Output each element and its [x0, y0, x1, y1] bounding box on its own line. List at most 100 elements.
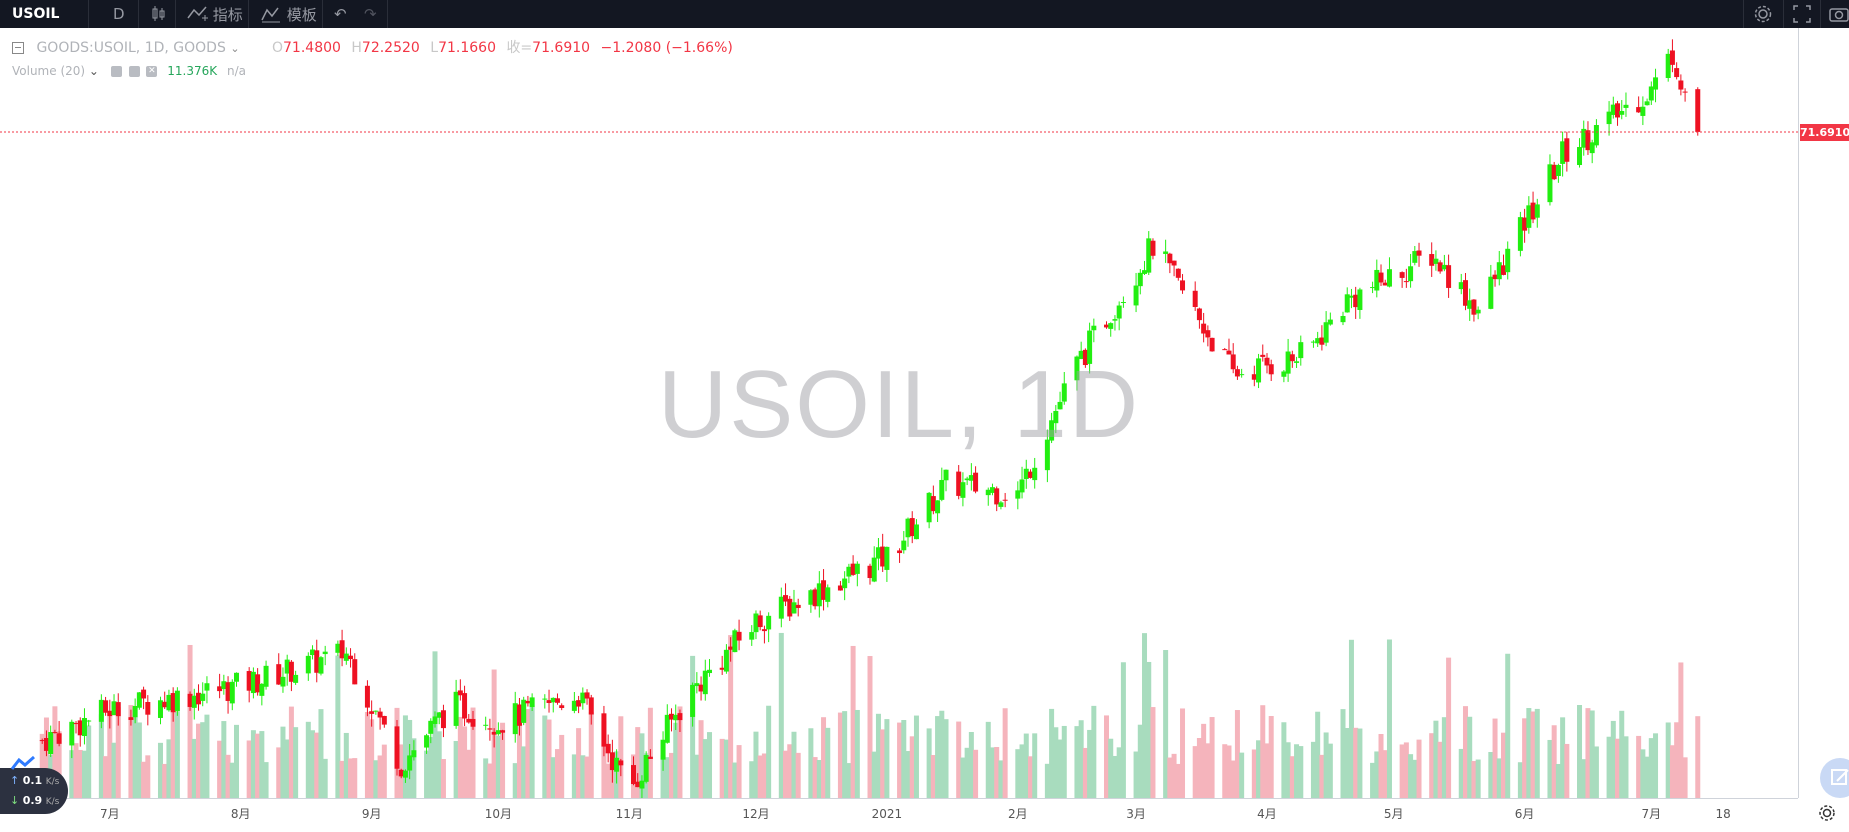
volume-bar: [1577, 705, 1583, 798]
volume-bar: [1619, 710, 1625, 798]
volume-bar: [1433, 720, 1439, 798]
undo-icon[interactable]: ↶: [334, 5, 347, 23]
chevron-down-icon[interactable]: ⌄: [88, 64, 99, 78]
camera-icon[interactable]: [1829, 0, 1849, 28]
indicators-button[interactable]: 指标: [186, 0, 243, 28]
volume-bar: [901, 720, 907, 798]
candle-body: [162, 701, 168, 708]
candle-body: [694, 683, 700, 687]
series-legend: GOODS:USOIL, 1D, GOODS ⌄ O71.4800 H72.25…: [12, 37, 733, 57]
volume-bar: [1648, 738, 1654, 798]
volume-bar: [732, 762, 738, 798]
volume-bar: [1475, 759, 1481, 798]
volume-bar: [107, 712, 113, 798]
candle-body: [1433, 258, 1439, 264]
candle-body: [905, 518, 911, 538]
candle-body: [1577, 147, 1583, 166]
candle-body: [1581, 128, 1587, 148]
download-speed: ↓ 0.9 K/s: [10, 794, 60, 807]
volume-bar: [1057, 739, 1063, 798]
axis-settings-icon[interactable]: [1817, 803, 1837, 823]
volume-legend: Volume (20) ⌄ ✕ 11.376K n/a: [12, 64, 246, 78]
volume-bar: [436, 731, 442, 798]
volume-bar: [846, 763, 852, 798]
volume-bar: [1239, 752, 1245, 798]
volume-bar: [664, 757, 670, 798]
volume-bar: [989, 747, 995, 798]
fullscreen-icon[interactable]: [1793, 0, 1811, 28]
candle-body: [1209, 337, 1215, 352]
volume-bar: [778, 632, 784, 798]
price-axis[interactable]: [1798, 28, 1849, 798]
volume-bar: [1370, 762, 1376, 798]
toolbar-divider: [175, 0, 176, 28]
volume-bar: [1078, 720, 1084, 798]
candle-body: [322, 651, 328, 655]
volume-bar: [812, 757, 818, 798]
interval-button[interactable]: D: [113, 5, 125, 23]
volume-bar: [195, 723, 201, 798]
volume-bar: [1522, 718, 1528, 798]
candle-body: [1623, 104, 1629, 108]
chevron-down-icon[interactable]: ⌄: [230, 42, 240, 55]
candle-body: [191, 695, 197, 708]
volume-bar: [516, 718, 522, 798]
candle-body: [1585, 130, 1591, 151]
volume-bar: [821, 717, 827, 798]
candle-body: [1163, 251, 1169, 254]
volume-bars: [39, 632, 1701, 798]
candle-body: [1256, 358, 1262, 383]
volume-bar: [673, 722, 679, 798]
candle-body: [546, 700, 552, 703]
templates-button[interactable]: 模板: [260, 0, 317, 28]
candle-body: [1150, 240, 1156, 256]
candle-body: [1175, 268, 1181, 278]
candle-body: [335, 643, 341, 653]
settings-gear-icon[interactable]: [1753, 0, 1773, 28]
volume-bar: [871, 751, 877, 798]
candle-body: [1593, 125, 1599, 146]
candle-body: [639, 780, 645, 789]
candle-body: [234, 672, 240, 682]
candle-body: [1370, 287, 1376, 289]
symbol-button[interactable]: USOIL: [12, 6, 60, 22]
candle-body: [1357, 289, 1363, 310]
volume-bar: [905, 751, 911, 798]
volume-bar: [1695, 716, 1701, 798]
series-title[interactable]: GOODS:USOIL, 1D, GOODS: [36, 40, 226, 56]
volume-title[interactable]: Volume (20): [12, 64, 86, 78]
gear-icon[interactable]: [128, 66, 140, 77]
volume-bar: [571, 754, 577, 798]
volume-bar: [787, 744, 793, 798]
candle-body: [1378, 272, 1384, 283]
volume-bar: [960, 757, 966, 798]
volume-bar: [470, 707, 476, 798]
time-axis[interactable]: 7月 8月 9月 10月 11月 12月 2021 2月 3月 4月 5月 6月 7月 18: [0, 798, 1798, 828]
close-icon[interactable]: ✕: [146, 66, 158, 77]
eye-icon[interactable]: [110, 66, 122, 77]
volume-bar: [381, 744, 387, 798]
candle-body: [1496, 262, 1502, 280]
time-tick-label: 3月: [1126, 807, 1146, 821]
time-tick-label: 7月: [100, 807, 120, 821]
upload-speed: ↑ 0.1 K/s: [10, 774, 60, 787]
volume-bar: [170, 708, 176, 798]
volume-bar: [1589, 710, 1595, 798]
candle-body: [1205, 330, 1211, 338]
candle-body: [1458, 282, 1464, 290]
volume-bar: [1053, 727, 1059, 798]
collapse-legend-icon[interactable]: [12, 42, 24, 54]
edit-pencil-icon[interactable]: [1820, 758, 1849, 798]
candle-body: [1522, 217, 1528, 231]
indicators-label: 指标: [212, 6, 243, 24]
volume-bar: [660, 755, 666, 798]
volume-bar: [259, 731, 265, 798]
templates-icon: [261, 7, 280, 23]
candlestick-chart: [0, 39, 1798, 801]
candle-style-icon[interactable]: [150, 0, 166, 28]
chart-pane[interactable]: [0, 28, 1798, 801]
candle-body: [554, 698, 560, 703]
candle-body: [1002, 499, 1008, 501]
redo-icon[interactable]: ↷: [364, 5, 377, 23]
volume-bar: [1260, 705, 1266, 798]
